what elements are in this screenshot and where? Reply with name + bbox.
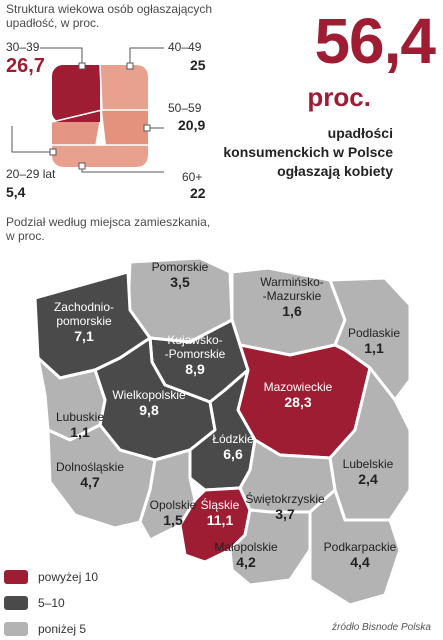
region-name: Dolnośląskie xyxy=(55,460,125,474)
region-label-pomorskie: Pomorskie 3,5 xyxy=(120,260,240,290)
region-value: 4,7 xyxy=(80,474,100,490)
region-value: 1,1 xyxy=(364,340,384,356)
headline-desc-line-1: upadłości xyxy=(327,125,393,141)
age-value-50-59: 20,9 xyxy=(178,117,206,133)
age-cell-50-59 xyxy=(102,110,148,145)
region-value: 11,1 xyxy=(206,512,234,528)
age-label-20-29: 20–29 lat xyxy=(6,167,56,181)
region-shape-podkarpackie xyxy=(308,488,402,607)
age-treemap xyxy=(11,47,164,173)
region-name: Warmińsko- xyxy=(260,275,324,289)
poland-map xyxy=(33,256,412,607)
age-treemap-border xyxy=(50,63,150,169)
headline-unit: proc. xyxy=(307,82,371,112)
region-label-kujawskopomorskie: Kujawsko- -Pomorskie 8,9 xyxy=(135,333,255,377)
age-value-60plus: 22 xyxy=(190,185,206,201)
region-label-dolnośląskie: Dolnośląskie 4,7 xyxy=(30,460,150,490)
age-markers xyxy=(49,62,151,170)
age-value-40-49: 25 xyxy=(190,57,206,73)
region-label-mazowieckie: Mazowieckie 28,3 xyxy=(238,380,358,410)
region-name: Mazowieckie xyxy=(263,380,333,394)
region-name: Lubuskie xyxy=(55,410,105,424)
legend-label-mid: 5–10 xyxy=(38,596,65,610)
age-value-30-39: 26,7 xyxy=(6,55,45,77)
region-name: -Mazurskie xyxy=(262,289,322,303)
legend-swatch-mid xyxy=(4,596,28,610)
region-name: Pomorskie xyxy=(151,260,209,274)
region-value: 8,9 xyxy=(185,361,205,377)
legend: powyżej 10 5–10 poniżej 5 xyxy=(4,570,184,640)
age-value-20-29: 5,4 xyxy=(6,184,26,200)
region-label-warmińskomazurskie: Warmińsko- -Mazurskie 1,6 xyxy=(232,275,352,319)
headline-description: upadłości konsumenckich w Polsce ogłasza… xyxy=(193,124,393,181)
legend-swatch-high xyxy=(4,570,28,584)
age-cell-60plus xyxy=(52,145,148,167)
age-treemap-cells xyxy=(50,63,150,169)
region-label-śląskie: Śląskie 11,1 xyxy=(160,498,280,528)
region-value: 2,4 xyxy=(358,471,378,487)
region-name: Zachodnio- xyxy=(53,300,115,314)
region-name: Opolskie xyxy=(149,498,197,512)
region-name: Lubelskie xyxy=(342,457,394,471)
region-label-wielkopolskie: Wielkopolskie 9,8 xyxy=(89,388,209,418)
age-cell-40-49 xyxy=(100,65,148,110)
region-label-małopolskie: Małopolskie 4,2 xyxy=(186,540,306,570)
region-name: Podlaskie xyxy=(347,326,401,340)
headline-number: 56,4 xyxy=(314,5,436,77)
region-label-podkarpackie: Podkarpackie 4,4 xyxy=(300,540,420,570)
region-value: 3,7 xyxy=(275,506,295,522)
region-name: Śląskie xyxy=(200,498,240,512)
region-label-łódzkie: Łódzkie 6,6 xyxy=(173,432,293,462)
headline-desc-line-3: ogłaszają kobiety xyxy=(277,163,393,179)
age-label-60plus: 60+ xyxy=(182,170,203,184)
legend-label-high: powyżej 10 xyxy=(38,570,99,584)
region-name: Wielkopolskie xyxy=(112,388,186,402)
region-label-lubuskie: Lubuskie 1,1 xyxy=(20,410,140,440)
region-name: pomorskie xyxy=(56,314,112,328)
region-label-opolskie: Opolskie 1,5 xyxy=(113,498,233,528)
region-label-lubelskie: Lubelskie 2,4 xyxy=(308,457,428,487)
age-label-30-39: 30–39 xyxy=(6,40,40,54)
region-value: 4,2 xyxy=(236,554,256,570)
region-value: 9,8 xyxy=(139,402,159,418)
legend-swatch-low xyxy=(4,622,28,636)
region-value: 6,6 xyxy=(223,446,243,462)
region-value: 7,1 xyxy=(74,328,94,344)
age-cell-20-29 xyxy=(52,122,100,145)
region-label-zachodniopomorskie: Zachodnio-pomorskie 7,1 xyxy=(24,300,144,344)
region-name: Łódzkie xyxy=(212,432,254,446)
region-value: 3,5 xyxy=(170,274,190,290)
age-cell-30-39-fill xyxy=(56,65,100,122)
map-subtitle: Podział według miejsca zamieszkania, w p… xyxy=(6,215,211,243)
region-name: Kujawsko- xyxy=(167,333,223,347)
legend-label-low: poniżej 5 xyxy=(38,622,87,636)
region-value: 1,1 xyxy=(70,424,90,440)
age-label-50-59: 50–59 xyxy=(168,101,202,115)
region-label-świętokrzyskie: Świętokrzyskie 3,7 xyxy=(225,492,345,522)
region-value: 28,3 xyxy=(284,394,312,410)
age-chart-title: Struktura wiekowa osób ogłaszających upa… xyxy=(6,2,213,30)
region-value: 1,5 xyxy=(163,512,183,528)
region-name: Podkarpackie xyxy=(323,540,397,554)
map-regions xyxy=(33,256,412,607)
region-name: Małopolskie xyxy=(214,540,278,554)
region-label-podlaskie: Podlaskie 1,1 xyxy=(314,326,434,356)
region-name: Świętokrzyskie xyxy=(245,492,325,506)
source-note: źródło Bisnode Polska xyxy=(332,622,431,633)
age-leader-lines xyxy=(11,47,164,173)
headline-desc-line-2: konsumenckich w Polsce xyxy=(223,144,393,160)
region-value: 4,4 xyxy=(350,554,370,570)
region-name: -Pomorskie xyxy=(164,347,226,361)
region-value: 1,6 xyxy=(282,303,302,319)
age-label-40-49: 40–49 xyxy=(168,40,202,54)
